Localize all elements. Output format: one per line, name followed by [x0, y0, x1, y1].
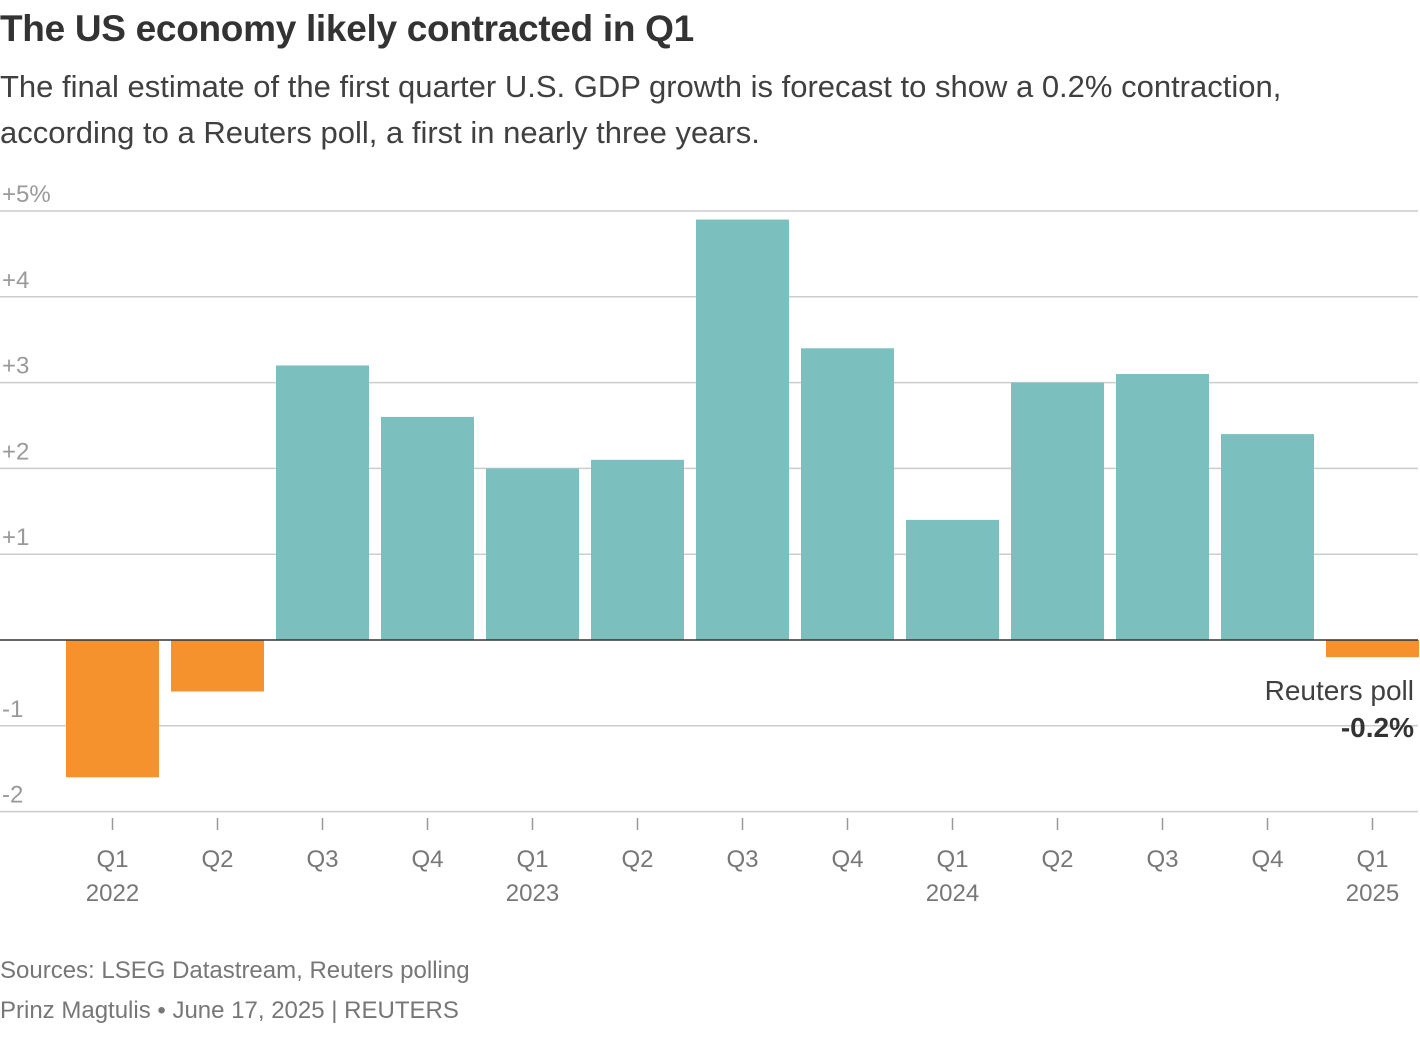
bar-q3-6 [696, 219, 789, 640]
credit-line: Prinz Magtulis • June 17, 2025 | REUTERS [0, 997, 459, 1024]
x-year-label: 2024 [926, 880, 979, 907]
bar-q1-2023-4 [486, 468, 579, 640]
y-tick-label: +5% [2, 181, 51, 208]
x-tick-label: Q2 [1041, 846, 1073, 873]
bar-q3-10 [1116, 374, 1209, 640]
x-tick-label: Q3 [1146, 846, 1178, 873]
x-tick-label: Q3 [306, 846, 338, 873]
y-tick-label: +3 [2, 353, 29, 380]
annotation-value: -0.2% [1341, 712, 1414, 743]
x-tick-label: Q1 [96, 846, 128, 873]
chart-subtitle: The final estimate of the first quarter … [0, 69, 1282, 150]
x-year-label: 2025 [1346, 880, 1399, 907]
x-tick-label: Q1 [516, 846, 548, 873]
bar-q2-5 [591, 459, 684, 640]
bar-q1-2022-0 [66, 640, 159, 778]
bar-chart: +5% +4 +3 +2 +1 -1 -2 Q1 2022 Q2 Q3 Q4 Q1 2023 Q2 Q3 Q4 Q… [0, 181, 1419, 907]
x-year-label: 2022 [86, 880, 139, 907]
bar-q4-11 [1221, 434, 1314, 640]
y-tick-label: +4 [2, 267, 29, 294]
x-tick-label: Q4 [1251, 846, 1283, 873]
bar-q2-9 [1011, 382, 1104, 640]
x-tick-label: Q4 [831, 846, 863, 873]
bar-q1-2025-12 [1326, 640, 1419, 658]
x-tick-label: Q2 [201, 846, 233, 873]
y-tick-label: +2 [2, 438, 29, 465]
x-tick-label: Q2 [621, 846, 653, 873]
source-note: Sources: LSEG Datastream, Reuters pollin… [0, 957, 470, 984]
x-tick-label: Q3 [726, 846, 758, 873]
x-tick-label: Q1 [1356, 846, 1388, 873]
bar-q2-1 [171, 640, 264, 692]
x-tick-label: Q4 [411, 846, 443, 873]
y-tick-label: +1 [2, 524, 29, 551]
bar-q1-2024-8 [906, 519, 999, 640]
x-tick-label: Q1 [936, 846, 968, 873]
y-tick-label: -2 [2, 782, 23, 809]
bar-q4-7 [801, 348, 894, 640]
bar-q3-2 [276, 365, 369, 640]
bar-q4-3 [381, 416, 474, 640]
chart-title: The US economy likely contracted in Q1 [0, 8, 694, 49]
x-year-label: 2023 [506, 880, 559, 907]
y-tick-label: -1 [2, 696, 23, 723]
annotation-label: Reuters poll [1265, 675, 1414, 706]
